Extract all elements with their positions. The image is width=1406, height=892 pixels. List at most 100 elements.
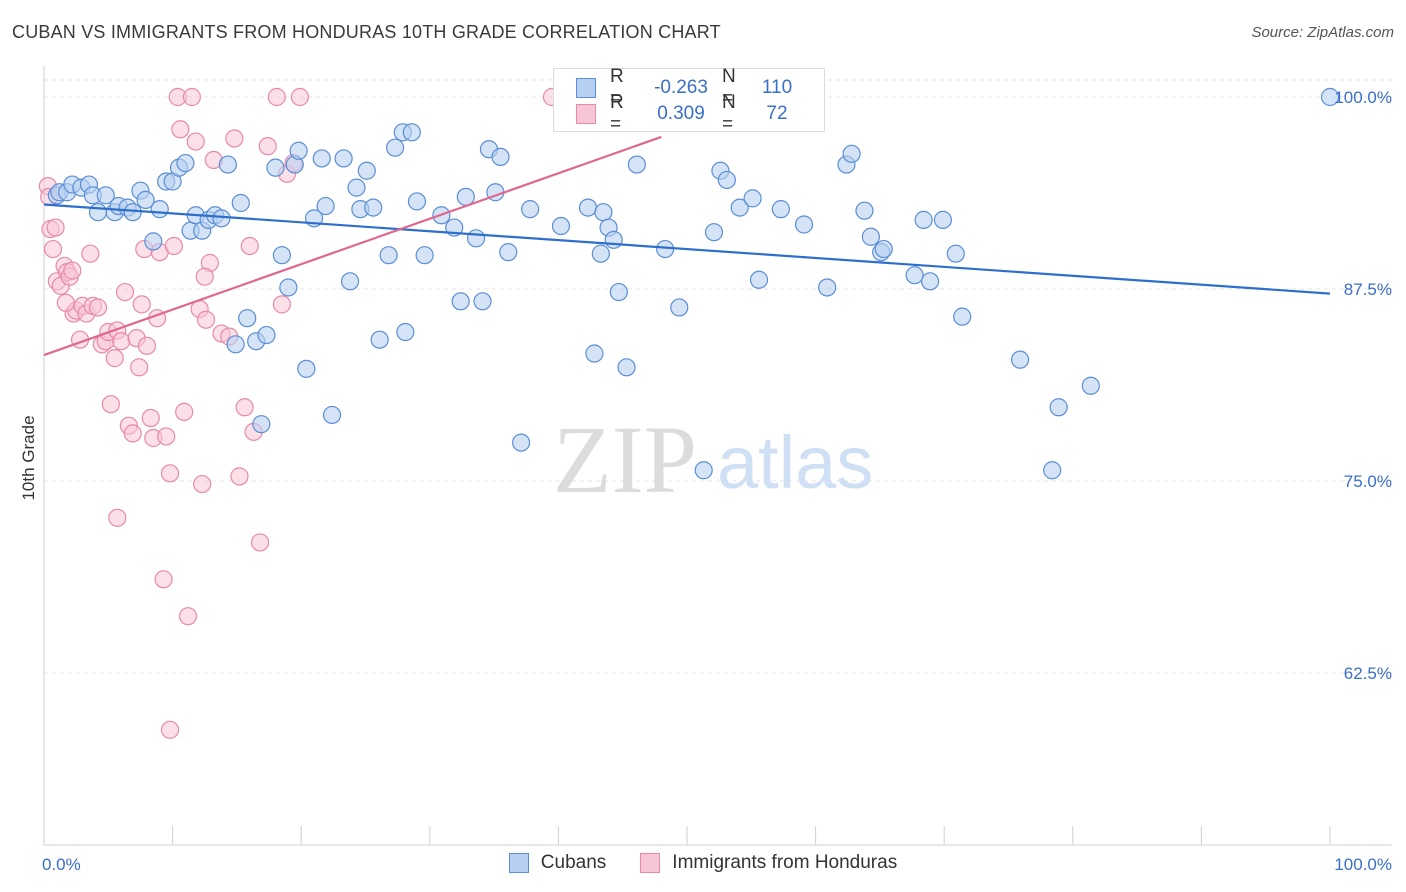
n-value: 72	[766, 103, 788, 124]
cubans-point-101	[933, 210, 953, 229]
cubans-point-82	[694, 461, 713, 480]
honduras-trend-line	[43, 135, 662, 357]
honduras-point-27	[123, 424, 142, 443]
correlation-legend: R = -0.263 N = 110 R = 0.309 N = 72	[553, 66, 825, 135]
honduras-point-54	[225, 129, 244, 148]
cubans-point-57	[415, 246, 434, 265]
cubans-point-46	[347, 178, 366, 197]
n-label: N =	[722, 92, 736, 135]
cubans-point-38	[289, 141, 308, 160]
cubans-point-102	[946, 244, 965, 263]
cubans-point-98	[905, 266, 924, 285]
honduras-point-70	[195, 267, 214, 286]
cubans-points	[47, 87, 1340, 480]
y-tick-label-0: 100.0%	[1334, 88, 1392, 107]
cubans-point-44	[334, 149, 353, 168]
cubans-trend-line	[43, 203, 1331, 295]
y-tick-label-1: 87.5%	[1344, 280, 1392, 299]
x-tick-label-0: 0.0%	[42, 855, 81, 874]
cubans-point-91	[818, 278, 837, 297]
cubans-point-89	[771, 200, 790, 219]
cubans-point-103	[953, 307, 972, 326]
r-label: R =	[610, 92, 624, 135]
honduras-point-44	[178, 607, 198, 626]
honduras-point-22	[105, 349, 124, 368]
legend-item-cubans[interactable]: Cubans	[508, 852, 607, 874]
cubans-point-56	[407, 192, 427, 211]
honduras-point-32	[137, 336, 156, 355]
cubans-point-83	[704, 223, 724, 242]
honduras-point-60	[258, 137, 277, 156]
honduras-point-55	[230, 467, 249, 486]
cubans-point-8	[96, 186, 115, 205]
cubans-point-54	[396, 322, 415, 342]
cubans-point-27	[218, 155, 237, 174]
y-axis-label: 10th Grade	[19, 415, 38, 500]
legend-item-honduras[interactable]: Immigrants from Honduras	[640, 852, 897, 874]
cubans-point-87	[743, 189, 762, 208]
honduras-point-4	[46, 218, 65, 237]
honduras-point-38	[157, 427, 176, 446]
y-tick-label-3: 62.5%	[1344, 664, 1392, 683]
cubans-point-93	[842, 144, 861, 163]
cubans-point-35	[272, 246, 292, 265]
cubans-point-7	[88, 203, 108, 222]
cubans-point-81	[670, 298, 689, 317]
honduras-point-17	[88, 298, 108, 317]
legend-label-honduras: Immigrants from Honduras	[672, 852, 898, 873]
honduras-point-25	[115, 282, 135, 302]
honduras-point-66	[160, 720, 180, 739]
cubans-point-26	[212, 209, 231, 228]
cubans-point-100	[920, 272, 940, 291]
cubans-point-45	[340, 272, 360, 291]
cubans-point-74	[594, 203, 613, 222]
cubans-point-28	[226, 335, 245, 354]
cubans-point-55	[402, 123, 421, 142]
cubans-point-43	[322, 405, 342, 425]
cubans-point-97	[874, 239, 893, 259]
cubans-point-71	[578, 198, 598, 217]
cubans-point-34	[266, 158, 285, 177]
cubans-point-14	[136, 190, 155, 210]
chart-title: CUBAN VS IMMIGRANTS FROM HONDURAS 10TH G…	[12, 22, 721, 42]
cubans-point-42	[316, 196, 335, 216]
legend-row-honduras: R = 0.309 N = 72	[576, 92, 802, 135]
honduras-point-49	[196, 310, 216, 329]
cubans-point-104	[1010, 350, 1030, 369]
r-value: -0.263	[654, 77, 708, 98]
honduras-swatch	[640, 853, 661, 873]
cubans-point-33	[257, 325, 276, 345]
cubans-point-60	[451, 292, 470, 311]
cubans-swatch	[508, 853, 529, 873]
cubans-point-95	[861, 227, 880, 246]
honduras-point-43	[175, 402, 194, 421]
cubans-point-72	[585, 344, 604, 363]
honduras-point-37	[154, 570, 173, 589]
cubans-point-32	[252, 415, 271, 434]
legend-row-cubans: R = -0.263 N = 110	[576, 66, 802, 109]
honduras-point-69	[56, 293, 75, 312]
cubans-point-68	[512, 433, 531, 452]
tick-labels: 100.0% 87.5% 75.0% 62.5% 0.0% 100.0%	[42, 88, 1392, 874]
cubans-point-36	[279, 278, 298, 297]
cubans-point-90	[794, 215, 814, 234]
cubans-point-108	[1320, 87, 1340, 107]
honduras-point-67	[108, 508, 127, 527]
cubans-point-62	[466, 229, 486, 248]
cubans-point-30	[238, 309, 257, 328]
cubans-point-69	[521, 200, 540, 219]
cubans-point-16	[150, 200, 169, 219]
cubans-point-20	[176, 153, 195, 173]
cubans-point-29	[231, 193, 250, 213]
watermark: ZIP atlas	[553, 406, 873, 513]
cubans-point-12	[123, 203, 142, 222]
legend-label-cubans: Cubans	[540, 852, 607, 873]
honduras-point-45	[182, 87, 201, 107]
cubans-point-52	[385, 138, 405, 157]
cubans-point-99	[914, 210, 933, 229]
cubans-point-78	[617, 358, 636, 377]
cubans-point-77	[609, 282, 628, 302]
x-tick-label-1: 100.0%	[1334, 855, 1392, 874]
cubans-point-63	[473, 292, 492, 311]
